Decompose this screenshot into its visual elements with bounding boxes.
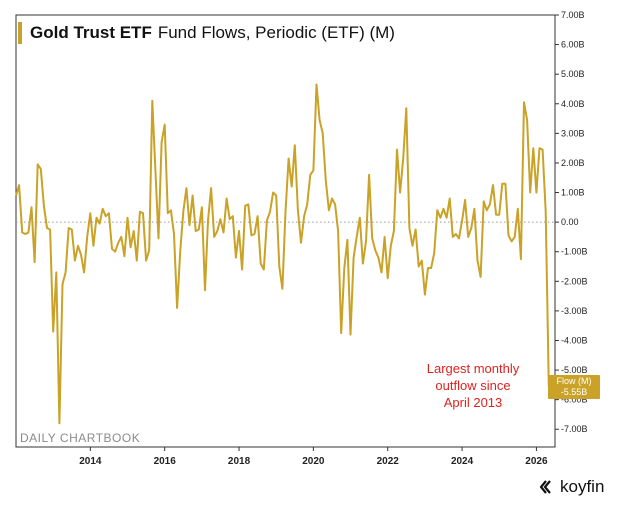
y-tick-label: -1.00B xyxy=(561,247,588,257)
x-tick-label: 2026 xyxy=(525,456,548,467)
chart-title: Gold Trust ETF Fund Flows, Periodic (ETF… xyxy=(18,22,395,44)
legend-color-swatch xyxy=(18,22,22,44)
y-tick-label: 1.00B xyxy=(561,188,585,198)
y-tick-label: 3.00B xyxy=(561,128,585,138)
y-tick-label: -3.00B xyxy=(561,306,588,316)
annotation-line-1: Largest monthly xyxy=(426,361,520,376)
y-tick-label: 7.00B xyxy=(561,10,585,20)
x-tick-label: 2020 xyxy=(302,456,325,467)
last-value-badge: Flow (M) -5.55B xyxy=(548,375,600,399)
y-tick-label: 4.00B xyxy=(561,99,585,109)
annotation-line-2: outflow since xyxy=(435,378,511,393)
x-tick-label: 2024 xyxy=(451,456,474,467)
koyfin-logo-icon xyxy=(540,480,551,494)
watermark: DAILY CHARTBOOK xyxy=(20,431,141,445)
plot-frame xyxy=(15,14,556,448)
x-tick-label: 2014 xyxy=(79,456,102,467)
y-tick-label: -7.00B xyxy=(561,424,588,434)
y-tick-label: 6.00B xyxy=(561,40,585,50)
brand-logo: koyfin xyxy=(540,477,604,497)
brand-name: koyfin xyxy=(560,477,605,496)
y-tick-label: -4.00B xyxy=(561,335,588,345)
x-tick-label: 2016 xyxy=(154,456,177,467)
title-bold: Gold Trust ETF xyxy=(30,23,152,42)
x-tick-label: 2018 xyxy=(228,456,251,467)
annotation: Largest monthly outflow since April 2013 xyxy=(408,360,538,411)
title-subtitle: Fund Flows, Periodic (ETF) (M) xyxy=(157,23,395,42)
badge-value: -5.55B xyxy=(560,387,588,397)
badge-label: Flow (M) xyxy=(556,376,592,386)
annotation-line-3: April 2013 xyxy=(443,395,503,410)
y-tick-label: -6.00B xyxy=(561,395,588,405)
x-tick-label: 2022 xyxy=(377,456,400,467)
y-tick-label: 2.00B xyxy=(561,158,585,168)
y-tick-label: -2.00B xyxy=(561,276,588,286)
y-tick-label: -5.00B xyxy=(561,365,588,375)
series-line-flow xyxy=(15,83,550,425)
y-tick-label: 0.00 xyxy=(561,217,579,227)
y-tick-label: 5.00B xyxy=(561,69,585,79)
